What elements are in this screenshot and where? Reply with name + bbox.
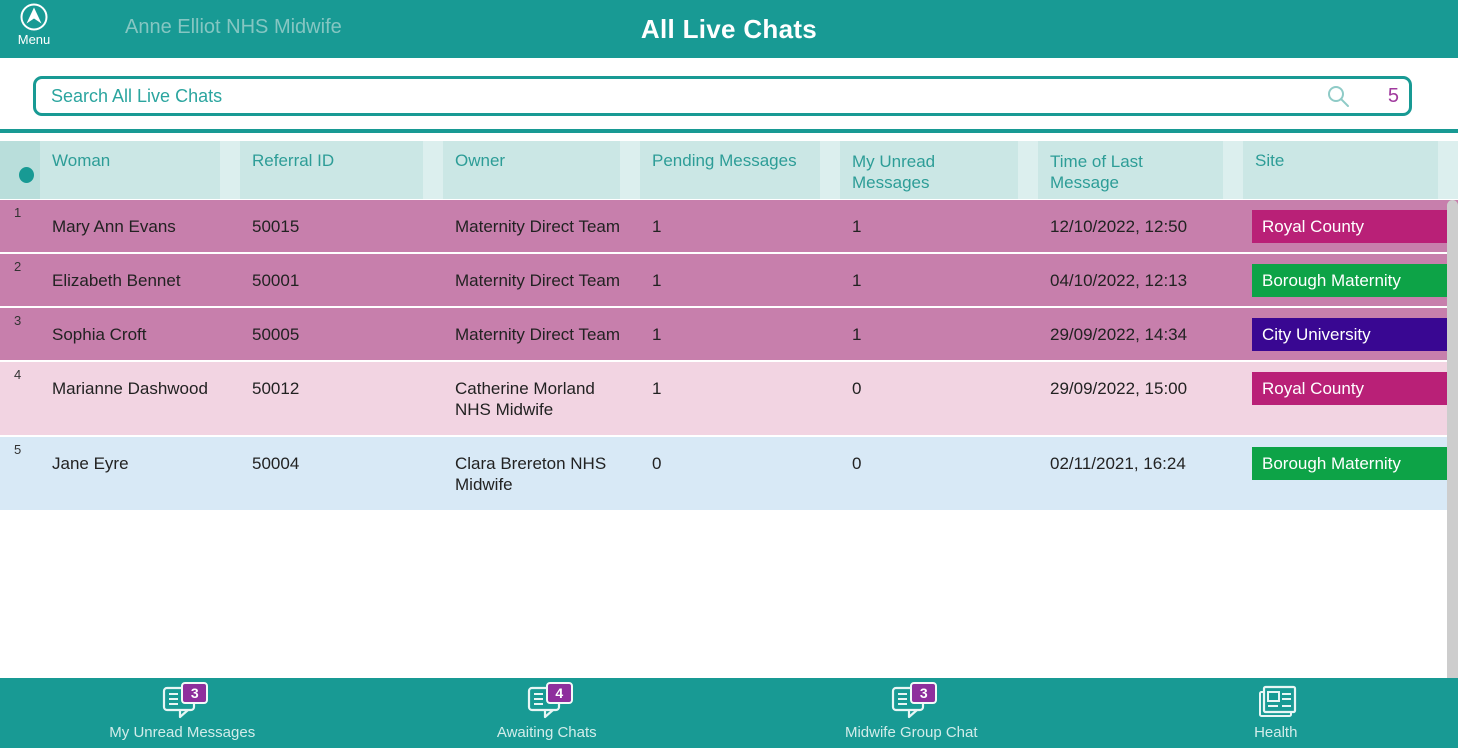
nav-label: Awaiting Chats [496,724,597,741]
cell-pending-messages: 1 [652,217,662,236]
vertical-scrollbar[interactable] [1447,200,1458,678]
cell-time-of-last-message: 04/10/2022, 12:13 [1050,271,1188,290]
cell-referral-id: 50001 [252,271,300,290]
awaiting-count-badge: 4 [545,682,573,704]
news-icon [1252,684,1300,722]
nav-label: Health [1254,724,1298,741]
column-header-referral-id[interactable]: Referral ID [240,141,443,199]
cell-owner: Clara Brereton NHS Midwife [455,454,607,494]
table-row[interactable]: 4 Marianne Dashwood 50012 Catherine Morl… [0,362,1458,435]
table-row[interactable]: 2 Elizabeth Bennet 50001 Maternity Direc… [0,254,1458,306]
table-row[interactable]: 5 Jane Eyre 50004 Clara Brereton NHS Mid… [0,437,1458,510]
cell-owner: Maternity Direct Team [455,325,621,344]
chat-bubble-icon: 4 [523,682,573,722]
cell-my-unread-messages: 1 [852,217,862,236]
search-icon[interactable] [1325,83,1351,109]
column-header-site[interactable]: Site [1243,141,1458,199]
row-number: 2 [14,259,22,274]
cell-woman: Marianne Dashwood [52,379,208,398]
row-number: 3 [14,313,22,328]
cell-site: Royal County [1243,200,1458,252]
column-header-my-unread-messages[interactable]: My Unread Messages [840,141,1038,199]
cell-my-unread-messages: 1 [852,271,862,290]
cell-owner: Maternity Direct Team [455,271,621,290]
cell-woman: Elizabeth Bennet [52,271,181,290]
chat-bubble-icon: 3 [887,682,938,722]
site-badge: Royal County [1252,372,1447,405]
group-chat-count-badge: 3 [910,682,938,704]
live-chats-table: Woman Referral ID Owner Pending Messages… [0,141,1458,512]
menu-label: Menu [17,32,51,47]
row-number: 5 [14,442,22,457]
cell-owner: Catherine Morland NHS Midwife [455,379,595,419]
column-header-owner[interactable]: Owner [443,141,640,199]
unread-count-badge: 3 [181,682,209,704]
cell-my-unread-messages: 0 [852,379,862,398]
select-all-dot-icon [18,167,34,183]
table-row[interactable]: 3 Sophia Croft 50005 Maternity Direct Te… [0,308,1458,360]
logged-in-user: Anne Elliot NHS Midwife [125,16,342,38]
cell-referral-id: 50015 [252,217,300,236]
site-badge: Borough Maternity [1252,264,1447,297]
column-header-time-of-last-message[interactable]: Time of Last Message [1038,141,1243,199]
page-title: All Live Chats [640,14,818,44]
row-number: 4 [14,367,22,382]
menu-icon [19,2,49,32]
cell-time-of-last-message: 29/09/2022, 14:34 [1050,325,1188,344]
chat-bubble-icon: 3 [158,682,209,722]
cell-my-unread-messages: 0 [852,454,862,473]
cell-woman: Jane Eyre [52,454,129,473]
table-row[interactable]: 1 Mary Ann Evans 50015 Maternity Direct … [0,200,1458,252]
cell-pending-messages: 1 [652,271,662,290]
cell-referral-id: 50004 [252,454,300,473]
column-header-select[interactable] [0,141,40,199]
cell-site: Royal County [1243,362,1458,435]
cell-site: Borough Maternity [1243,437,1458,510]
cell-referral-id: 50012 [252,379,300,398]
cell-my-unread-messages: 1 [852,325,862,344]
table-header-row: Woman Referral ID Owner Pending Messages… [0,141,1458,199]
cell-woman: Sophia Croft [52,325,147,344]
site-badge: City University [1252,318,1447,351]
menu-button[interactable]: Menu [10,2,58,56]
search-box: 5 [33,76,1412,116]
cell-site: Borough Maternity [1243,254,1458,306]
bottom-nav: 3 My Unread Messages 4 Awaiting Chats [0,678,1458,748]
cell-time-of-last-message: 29/09/2022, 15:00 [1050,379,1188,398]
site-badge: Royal County [1252,210,1447,243]
cell-woman: Mary Ann Evans [52,217,176,236]
cell-site: City University [1243,308,1458,360]
cell-owner: Maternity Direct Team [455,217,621,236]
cell-pending-messages: 1 [652,325,662,344]
cell-pending-messages: 1 [652,379,662,398]
cell-time-of-last-message: 12/10/2022, 12:50 [1050,217,1188,236]
result-count: 5 [1387,84,1399,107]
column-header-pending-messages[interactable]: Pending Messages [640,141,840,199]
nav-label: Midwife Group Chat [844,724,978,741]
nav-item-awaiting-chats[interactable]: 4 Awaiting Chats [365,678,730,748]
cell-referral-id: 50005 [252,325,300,344]
nav-label: My Unread Messages [109,724,256,741]
cell-pending-messages: 0 [652,454,662,473]
cell-time-of-last-message: 02/11/2021, 16:24 [1050,454,1186,473]
nav-item-health[interactable]: Health [1094,678,1458,748]
column-header-woman[interactable]: Woman [40,141,240,199]
search-section: 5 [0,58,1458,133]
site-badge: Borough Maternity [1252,447,1447,480]
nav-item-midwife-group-chat[interactable]: 3 Midwife Group Chat [729,678,1094,748]
nav-item-my-unread-messages[interactable]: 3 My Unread Messages [0,678,365,748]
row-number: 1 [14,205,22,220]
search-input[interactable] [36,79,1325,113]
top-header: Menu Anne Elliot NHS Midwife All Live Ch… [0,0,1458,58]
